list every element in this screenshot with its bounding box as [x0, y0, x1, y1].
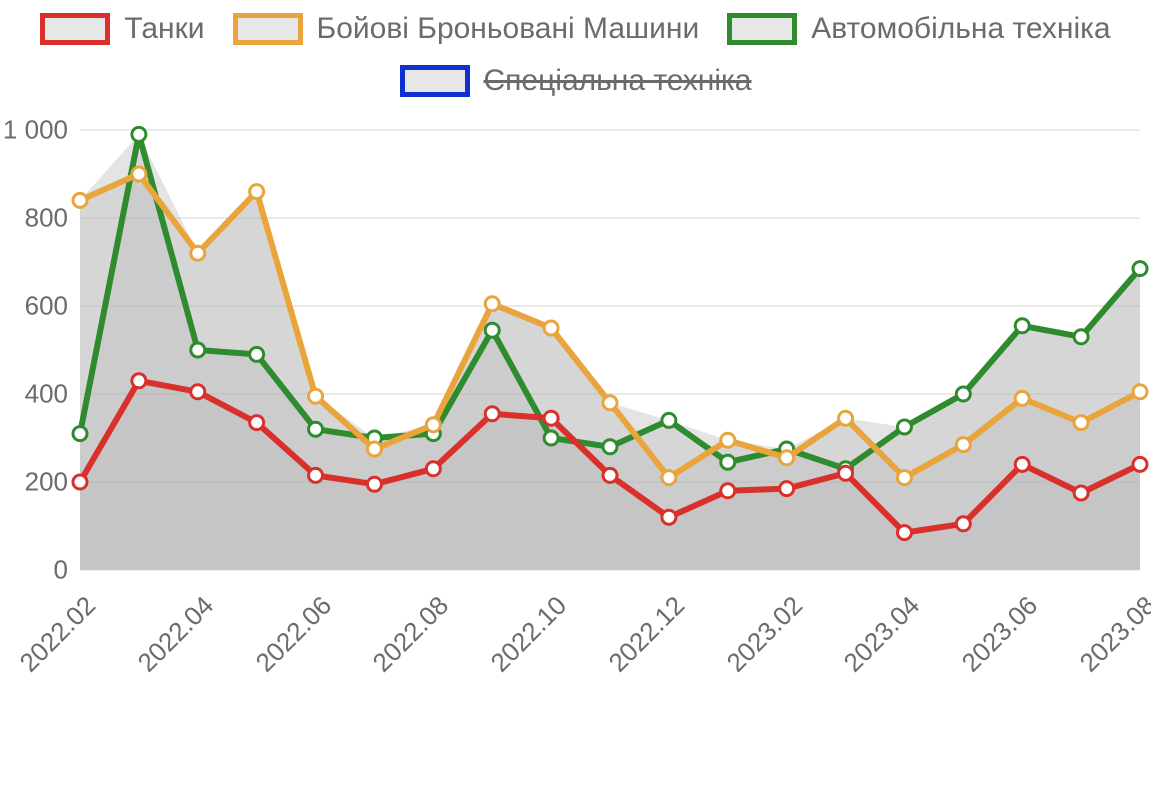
series-marker-afv[interactable] — [485, 297, 499, 311]
legend-label: Бойові Броньовані Машини — [317, 12, 700, 46]
series-marker-auto[interactable] — [250, 347, 264, 361]
series-marker-auto[interactable] — [544, 431, 558, 445]
x-axis-tick: 2023.02 — [720, 590, 808, 678]
series-marker-afv[interactable] — [1074, 416, 1088, 430]
series-marker-tanks[interactable] — [426, 462, 440, 476]
series-marker-tanks[interactable] — [191, 385, 205, 399]
series-marker-afv[interactable] — [250, 185, 264, 199]
series-marker-afv[interactable] — [603, 396, 617, 410]
series-marker-auto[interactable] — [662, 413, 676, 427]
series-marker-tanks[interactable] — [721, 484, 735, 498]
series-marker-auto[interactable] — [603, 440, 617, 454]
series-marker-tanks[interactable] — [603, 468, 617, 482]
series-marker-afv[interactable] — [367, 442, 381, 456]
y-axis-tick: 200 — [25, 467, 68, 498]
x-axis-tick: 2023.08 — [1074, 590, 1151, 678]
y-axis-tick: 800 — [25, 203, 68, 234]
x-axis-tick: 2022.06 — [249, 590, 337, 678]
series-marker-auto[interactable] — [1133, 262, 1147, 276]
series-marker-auto[interactable] — [1074, 330, 1088, 344]
chart-plot — [80, 130, 1140, 570]
series-marker-tanks[interactable] — [250, 416, 264, 430]
y-axis-tick: 0 — [54, 555, 68, 586]
series-marker-afv[interactable] — [839, 411, 853, 425]
series-marker-tanks[interactable] — [956, 517, 970, 531]
legend-swatch — [727, 13, 797, 45]
series-marker-auto[interactable] — [721, 455, 735, 469]
series-marker-tanks[interactable] — [662, 510, 676, 524]
series-marker-tanks[interactable] — [309, 468, 323, 482]
y-axis-tick: 400 — [25, 379, 68, 410]
x-axis-tick: 2022.08 — [367, 590, 455, 678]
series-marker-tanks[interactable] — [1133, 457, 1147, 471]
series-marker-tanks[interactable] — [1074, 486, 1088, 500]
legend-label: Спеціальна техніка — [484, 64, 752, 98]
series-marker-auto[interactable] — [191, 343, 205, 357]
series-marker-afv[interactable] — [309, 389, 323, 403]
series-marker-tanks[interactable] — [897, 526, 911, 540]
series-marker-afv[interactable] — [897, 471, 911, 485]
series-marker-afv[interactable] — [132, 167, 146, 181]
legend-item-tanks[interactable]: Танки — [40, 12, 204, 46]
series-marker-afv[interactable] — [191, 246, 205, 260]
legend-item-auto[interactable]: Автомобільна техніка — [727, 12, 1110, 46]
series-marker-afv[interactable] — [426, 418, 440, 432]
series-marker-afv[interactable] — [780, 451, 794, 465]
series-marker-afv[interactable] — [1133, 385, 1147, 399]
legend-swatch — [233, 13, 303, 45]
legend-item-special[interactable]: Спеціальна техніка — [400, 64, 752, 98]
series-marker-afv[interactable] — [721, 433, 735, 447]
series-marker-tanks[interactable] — [1015, 457, 1029, 471]
series-marker-afv[interactable] — [1015, 391, 1029, 405]
series-marker-tanks[interactable] — [73, 475, 87, 489]
series-marker-afv[interactable] — [73, 193, 87, 207]
legend-item-afv[interactable]: Бойові Броньовані Машини — [233, 12, 700, 46]
series-marker-auto[interactable] — [132, 127, 146, 141]
y-axis-tick: 600 — [25, 291, 68, 322]
x-axis-tick: 2022.02 — [14, 590, 102, 678]
legend-swatch — [40, 13, 110, 45]
series-marker-tanks[interactable] — [367, 477, 381, 491]
series-marker-afv[interactable] — [956, 438, 970, 452]
x-axis-tick: 2022.04 — [131, 590, 219, 678]
series-marker-tanks[interactable] — [544, 411, 558, 425]
series-marker-afv[interactable] — [662, 471, 676, 485]
series-marker-tanks[interactable] — [485, 407, 499, 421]
legend-label: Танки — [124, 12, 204, 46]
x-axis-tick: 2022.10 — [485, 590, 573, 678]
series-marker-auto[interactable] — [1015, 319, 1029, 333]
series-marker-tanks[interactable] — [132, 374, 146, 388]
series-marker-tanks[interactable] — [780, 482, 794, 496]
series-marker-auto[interactable] — [956, 387, 970, 401]
series-marker-auto[interactable] — [485, 323, 499, 337]
series-marker-tanks[interactable] — [839, 466, 853, 480]
x-axis-tick: 2023.04 — [838, 590, 926, 678]
series-marker-auto[interactable] — [309, 422, 323, 436]
legend-label: Автомобільна техніка — [811, 12, 1110, 46]
series-marker-auto[interactable] — [73, 427, 87, 441]
legend-swatch — [400, 65, 470, 97]
x-axis-tick: 2023.06 — [956, 590, 1044, 678]
series-marker-auto[interactable] — [897, 420, 911, 434]
y-axis-tick: 1 000 — [3, 115, 68, 146]
series-marker-afv[interactable] — [544, 321, 558, 335]
x-axis-tick: 2022.12 — [602, 590, 690, 678]
